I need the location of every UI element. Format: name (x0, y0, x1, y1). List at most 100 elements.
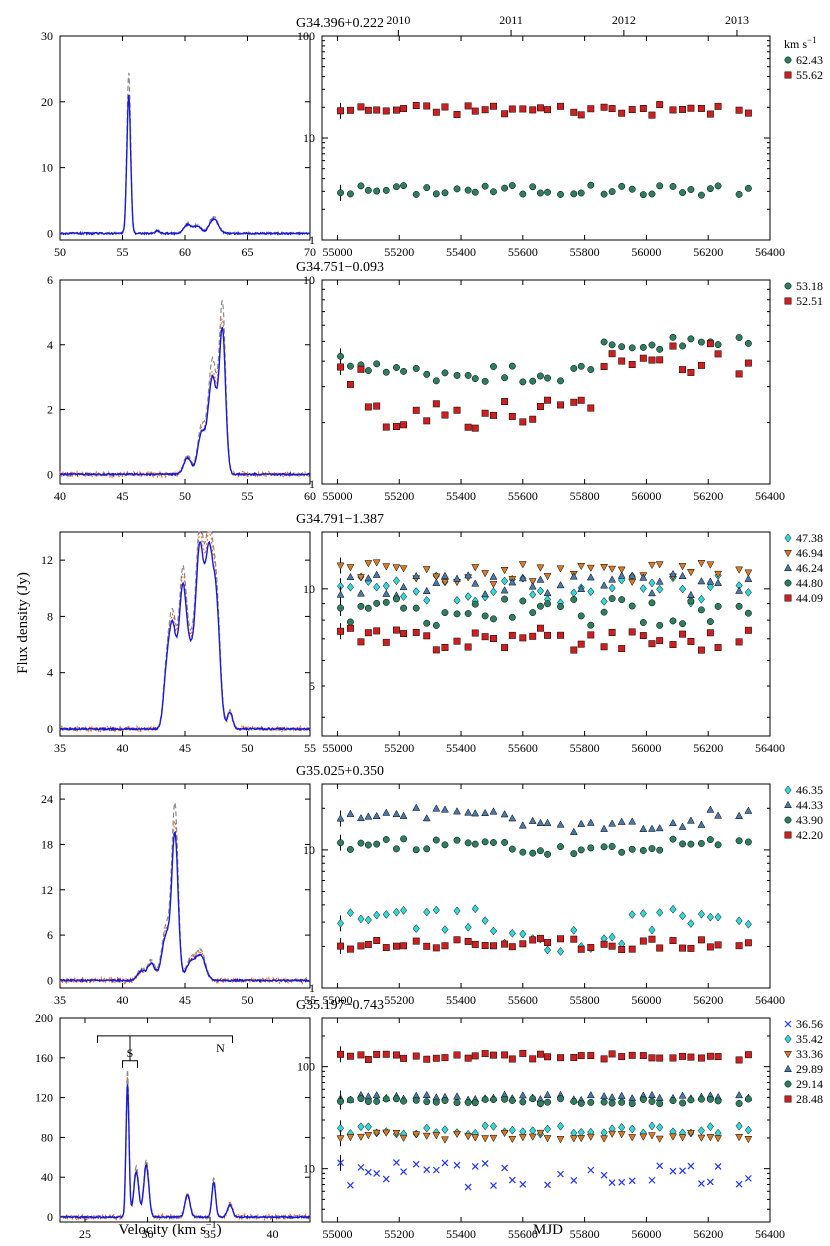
x-tick-label: 55400 (446, 741, 476, 755)
data-point (639, 343, 647, 351)
y-tick-label: 0 (47, 467, 53, 481)
data-point (618, 1123, 626, 1132)
data-point (536, 818, 545, 826)
data-point (617, 817, 626, 825)
data-point (346, 106, 354, 114)
data-point (372, 1090, 381, 1099)
data-point (557, 947, 565, 956)
y-tick-label: 6 (47, 273, 53, 287)
data-point (423, 1166, 431, 1174)
data-point (600, 338, 608, 346)
data-point (639, 1133, 648, 1141)
data-point (393, 845, 400, 853)
x-tick-label: 55200 (384, 489, 414, 503)
data-point (714, 941, 722, 949)
data-point (544, 188, 551, 196)
data-point (373, 910, 381, 920)
data-point (608, 341, 616, 349)
data-point (399, 565, 408, 573)
y-tick-label: 0 (47, 226, 53, 240)
data-point (628, 910, 636, 919)
data-point (556, 820, 565, 828)
spectrum-blue-epoch (59, 540, 311, 732)
data-point (714, 350, 722, 358)
legend-label: 55.62 (796, 68, 823, 82)
x-tick-label: 25 (79, 1227, 91, 1241)
y-tick-label: 1 (309, 477, 315, 491)
panel-row-4: G35.025+0.350 35 40 45 50 55 0 6 12 18 24 55000 5520… (41, 764, 823, 1007)
data-point (453, 610, 461, 618)
data-point (697, 577, 706, 585)
x-tick-label: 55000 (322, 245, 352, 259)
y-tick-label: 4 (47, 666, 53, 680)
data-point (501, 1095, 509, 1103)
data-point (441, 578, 449, 587)
data-point (608, 819, 617, 827)
legend-marker (784, 1080, 792, 1088)
data-point (744, 1174, 752, 1182)
data-point (697, 1054, 705, 1062)
data-point (471, 564, 480, 572)
data-point (744, 1125, 752, 1135)
x-tick-label: 55400 (446, 1227, 476, 1241)
data-point (490, 411, 497, 419)
x-tick-label: 50 (242, 741, 254, 755)
data-point (587, 1052, 595, 1060)
data-point (400, 604, 408, 612)
x-tick-label: 55800 (570, 489, 600, 503)
x-tick-label: 50 (242, 993, 254, 1007)
data-point (373, 627, 381, 635)
data-point (697, 1126, 705, 1136)
data-point (432, 573, 441, 581)
data-point (373, 1097, 381, 1105)
data-point (697, 646, 705, 654)
data-point (519, 940, 527, 948)
data-point (679, 366, 687, 374)
data-point (697, 606, 705, 614)
data-point (600, 608, 608, 616)
data-point (656, 1123, 664, 1132)
data-point (577, 1052, 585, 1060)
data-point (481, 916, 489, 926)
data-point (628, 845, 636, 853)
x-tick-label: 45 (179, 741, 191, 755)
year-axis: 2010 2011 2012 2013 (386, 13, 749, 36)
data-point (501, 184, 509, 192)
data-point (453, 936, 461, 944)
legend-marker (784, 594, 792, 602)
data-point (372, 811, 381, 820)
data-point (364, 574, 373, 582)
data-point (471, 940, 479, 948)
data-point (357, 589, 365, 597)
data-point (412, 587, 420, 596)
source-title: G35.025+0.350 (296, 764, 384, 779)
data-point (400, 1168, 407, 1176)
data-point (587, 404, 595, 412)
x-tick-label: 65 (242, 245, 254, 259)
x-tick-label: 56400 (755, 245, 785, 259)
bracket-inner (122, 1060, 138, 1068)
legend-label: 46.35 (796, 783, 823, 797)
spectrum-frame (59, 783, 311, 989)
data-point (346, 908, 354, 918)
data-point (679, 1099, 687, 1107)
data-point (586, 1133, 595, 1141)
data-point (570, 1097, 578, 1105)
data-point (697, 560, 706, 568)
data-point (393, 423, 400, 430)
data-point (628, 1051, 636, 1059)
data-point (392, 907, 400, 917)
data-point (697, 1180, 705, 1187)
data-point (481, 589, 490, 598)
data-point (735, 1121, 743, 1131)
data-point (508, 631, 516, 639)
legend-marker (784, 1034, 792, 1044)
spectrum-frame (59, 35, 311, 241)
data-point (481, 182, 489, 190)
spectrum-frame (59, 1017, 311, 1223)
data-point (669, 904, 677, 914)
data-point (569, 827, 578, 835)
data-point (441, 644, 449, 651)
